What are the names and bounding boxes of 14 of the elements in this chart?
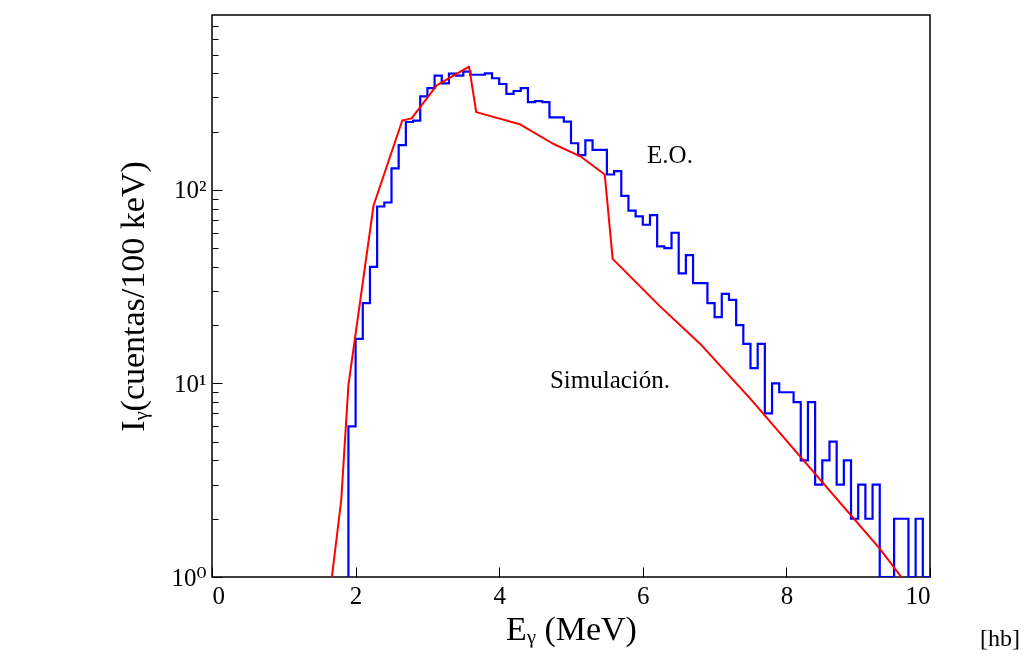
x-tick-label: 2 xyxy=(349,581,363,609)
y-axis-title: Iᵧ(cuentas/100 keV) xyxy=(114,161,153,432)
x-axis-title: Eᵧ (MeV) xyxy=(506,609,637,648)
series-label: Simulación. xyxy=(549,366,671,393)
text: [hb] xyxy=(980,625,1020,651)
x-tick-label: 4 xyxy=(493,581,507,609)
y-tick-label: 10² xyxy=(174,176,207,204)
y-tick-label: 10¹ xyxy=(174,369,207,397)
x-tick-label: 10 xyxy=(905,581,931,609)
x-tick-label: 0 xyxy=(212,581,225,609)
y-tick-label: 10⁰ xyxy=(171,563,207,591)
x-tick-label: 6 xyxy=(637,581,650,609)
x-tick-label: 8 xyxy=(780,581,794,609)
series-label: E.O. xyxy=(647,141,693,168)
